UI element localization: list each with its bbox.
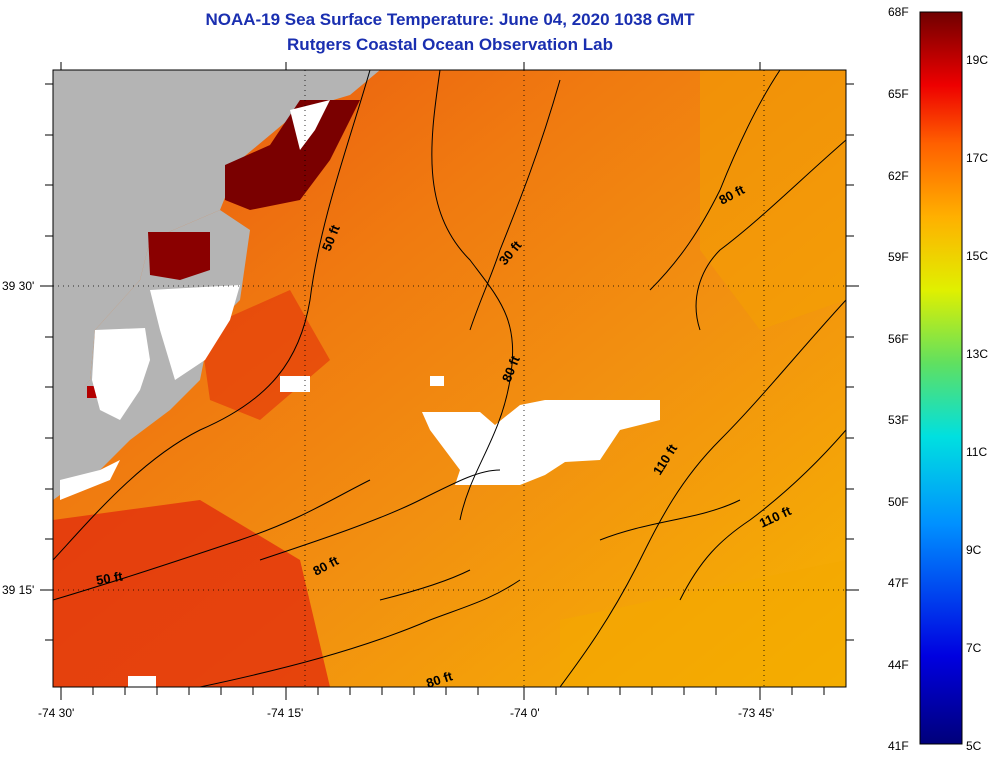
land-area bbox=[53, 210, 250, 500]
colorbar-f-label: 59F bbox=[888, 250, 909, 264]
cool-patch bbox=[700, 70, 846, 330]
map-subtitle: Rutgers Coastal Ocean Observation Lab bbox=[287, 35, 613, 54]
colorbar bbox=[919, 11, 963, 745]
lon-label: -74 15' bbox=[267, 706, 304, 720]
map-frame bbox=[52, 69, 847, 688]
gridlines bbox=[53, 70, 846, 687]
colorbar-c-label: 9C bbox=[966, 543, 982, 557]
cloud-mask bbox=[92, 328, 150, 420]
cloud-mask bbox=[128, 676, 156, 687]
cool-patch bbox=[560, 560, 846, 687]
colorbar-f-label: 50F bbox=[888, 495, 909, 509]
colorbar-c-label: 13C bbox=[966, 347, 989, 361]
colorbar-f-label: 68F bbox=[888, 5, 909, 19]
lon-label: -74 0' bbox=[510, 706, 540, 720]
colorbar-f-label: 53F bbox=[888, 413, 909, 427]
axis-ticks bbox=[40, 62, 859, 700]
colorbar-f-label: 47F bbox=[888, 576, 909, 590]
hot-nearshore bbox=[148, 232, 210, 280]
colorbar-c-label: 7C bbox=[966, 641, 982, 655]
contour-label: 50 ft bbox=[95, 568, 125, 588]
colorbar-f-label: 62F bbox=[888, 169, 909, 183]
cloud-mask bbox=[430, 376, 444, 386]
colorbar-f-label: 44F bbox=[888, 658, 909, 672]
colorbar-c-label: 19C bbox=[966, 53, 989, 67]
cloud-mask bbox=[290, 100, 330, 150]
warm-patch bbox=[53, 500, 330, 687]
colorbar-c-label: 11C bbox=[966, 445, 988, 459]
lat-label: 39 30' bbox=[2, 279, 35, 293]
cloud-mask bbox=[60, 460, 120, 500]
cloud-mask bbox=[280, 376, 310, 392]
colorbar-f-label: 41F bbox=[888, 739, 909, 753]
cloud-mask bbox=[150, 285, 240, 380]
hot-nearshore bbox=[225, 100, 360, 210]
colorbar-f-label: 65F bbox=[888, 87, 909, 101]
colorbar-c-label: 5C bbox=[966, 739, 982, 753]
land-area bbox=[53, 70, 380, 500]
cloud-mask bbox=[422, 400, 660, 485]
colorbar-c-label: 15C bbox=[966, 249, 989, 263]
map-title: NOAA-19 Sea Surface Temperature: June 04… bbox=[205, 10, 695, 29]
lon-label: -74 30' bbox=[38, 706, 75, 720]
bathymetry-contours bbox=[53, 70, 846, 687]
lat-label: 39 15' bbox=[2, 583, 35, 597]
lon-label: -73 45' bbox=[738, 706, 775, 720]
colorbar-f-label: 56F bbox=[888, 332, 909, 346]
colorbar-c-label: 17C bbox=[966, 151, 989, 165]
